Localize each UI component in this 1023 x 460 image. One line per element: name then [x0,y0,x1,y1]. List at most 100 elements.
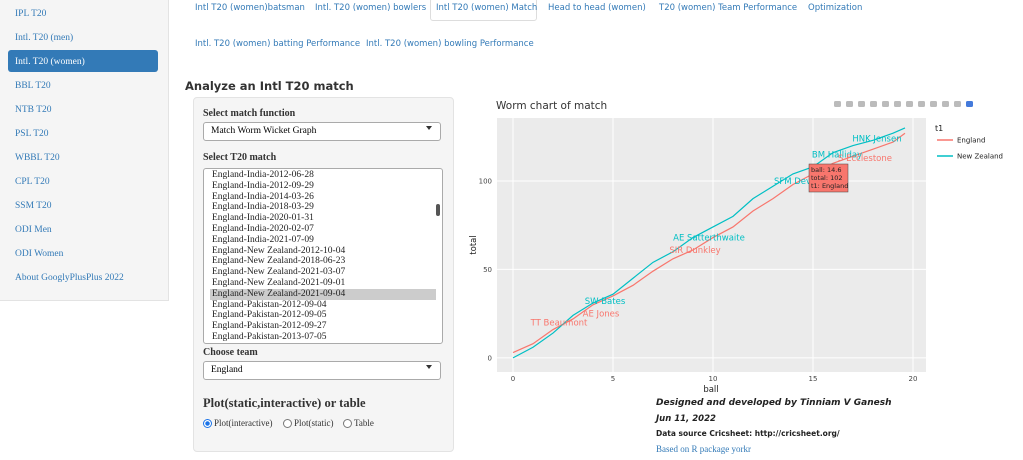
match-option[interactable]: England-New Zealand-2021-09-01 [212,278,346,288]
modebar-icon [966,101,973,107]
scrollbar [436,204,440,216]
tab[interactable]: Head to head (women) [548,3,646,13]
modebar-icon [870,101,877,107]
tooltip-line: ball: 14.6 [811,166,841,174]
match-option[interactable]: England-India-2020-02-07 [212,224,314,234]
match-option[interactable]: England-India-2012-06-28 [212,170,314,180]
modebar-icon [846,101,853,107]
legend-label: England [957,137,985,145]
modebar-icon [918,101,925,107]
wicket-label: HNK Jensen [852,135,901,145]
tab[interactable]: Optimization [808,3,863,13]
radio[interactable] [283,419,292,428]
match-option[interactable]: England-Pakistan-2012-09-04 [212,299,327,310]
wicket-label: BM Halliday [812,150,862,160]
heading: Analyze an Intl T20 match [185,79,354,93]
match-option[interactable]: England-India-2014-03-26 [212,191,314,202]
package-link[interactable]: Based on R package yorkr [656,444,751,454]
match-option[interactable]: England-New Zealand-2021-09-04 [210,288,436,300]
radio-label: Plot(interactive) [214,418,273,428]
credit: Designed and developed by Tinniam V Gane… [656,398,892,408]
match-option[interactable]: England-New Zealand-2021-03-07 [212,267,346,278]
x-axis-label: ball [703,385,718,395]
match-option[interactable]: England-Pakistan-2013-07-05 [212,332,327,342]
label: Select match function [203,108,296,119]
source: Data source Cricsheet: http://cricsheet.… [656,429,840,438]
select-team[interactable]: England [203,361,441,380]
date: Jun 11, 2022 [656,414,716,424]
sidebar-item[interactable]: NTB T20 [15,105,52,115]
wicket-label: TT Beaumont [530,318,588,328]
modebar-icon [954,101,961,107]
radio[interactable] [343,419,352,428]
match-option[interactable]: England-New Zealand-2012-10-04 [212,245,346,256]
match-list[interactable]: England-India-2012-06-28 England-India-20… [203,168,443,344]
sidebar-item[interactable]: PSL T20 [15,129,49,139]
tooltip-line: t1: England [811,182,848,190]
match-option[interactable]: England-Pakistan-2012-09-05 [212,310,327,321]
wicket-label: S Ecclestone [838,154,892,164]
worm-line [512,132,906,354]
sidebar-item[interactable]: Intl. T20 (women) [15,57,85,67]
wicket-label: AE Satterthwaite [673,234,745,244]
chart: Worm chart of match 0 5 10 15 20 0 50 100 ball tot… [469,100,1003,395]
sidebar-item[interactable]: ODI Men [15,225,52,235]
match-option[interactable]: England-New Zealand-2018-06-23 [212,256,346,267]
label: Choose team [203,347,258,358]
wicket-label: SW Bates [585,297,626,307]
sidebar-item[interactable]: IPL T20 [15,9,47,19]
modebar-icon [858,101,865,107]
modebar-icon [894,101,901,107]
sidebar-item[interactable]: SSM T20 [15,201,52,211]
tab[interactable]: Intl T20 (women)batsman [195,3,305,13]
label: Plot(static,interactive) or table [203,396,366,410]
match-option[interactable]: England-India-2012-09-29 [212,180,314,191]
modebar-icon [906,101,913,107]
match-option[interactable]: England-India-2018-03-29 [212,202,314,213]
sidebar-item[interactable]: About GooglyPlusPlus 2022 [15,273,124,283]
tab[interactable]: Intl T20 (women) Match [436,3,538,13]
tab[interactable]: Intl. T20 (women) batting Performance [195,39,361,49]
sidebar-item[interactable]: CPL T20 [15,177,50,187]
y-tick-label: 100 [479,177,492,185]
legend-title: t1 [935,124,943,133]
radio-label: Table [354,418,374,428]
sidebar-item[interactable]: BBL T20 [15,81,51,91]
select-function[interactable]: Match Worm Wicket Graph [203,122,441,141]
x-tick-label: 15 [809,375,818,383]
label: Select T20 match [203,152,277,163]
modebar-icon [882,101,889,107]
arrow [426,126,432,133]
x-tick-label: 10 [709,375,718,383]
y-axis-label: total [469,235,479,254]
worm-line [512,127,906,359]
active-item-bg [8,50,158,72]
tooltip-box [808,163,849,193]
tab[interactable]: T20 (women) Team Performance [659,3,798,13]
active-tab [430,0,537,21]
sidebar-item[interactable]: ODI Women [15,249,64,259]
x-tick-label: 0 [511,375,515,383]
match-option[interactable]: England-India-2021-07-09 [212,234,314,245]
modebar-icon [930,101,937,107]
x-tick-label: 20 [909,375,918,383]
radio[interactable] [203,419,212,428]
sidebar-item[interactable]: WBBL T20 [15,153,60,163]
modebar-icon [942,101,949,107]
tooltip-line: total: 102 [811,174,843,182]
y-tick-label: 50 [483,266,492,274]
tab[interactable]: Intl. T20 (women) bowling Performance [366,39,534,49]
x-tick-label: 5 [611,375,615,383]
match-option[interactable]: England-India-2020-01-31 [212,213,314,224]
wicket-label: SFM Devine [774,177,824,187]
wicket-label: AE Jones [583,310,620,320]
sidebar-item[interactable]: Intl. T20 (men) [15,33,74,43]
plot-bg [497,118,926,372]
legend-label: New Zealand [957,153,1003,161]
wicket-label: SIR Dunkley [669,246,720,256]
modebar-icon [834,101,841,107]
match-option[interactable]: England-Pakistan-2012-09-27 [212,321,327,332]
tab[interactable]: Intl. T20 (women) bowlers [315,3,427,13]
arrow [426,365,432,372]
